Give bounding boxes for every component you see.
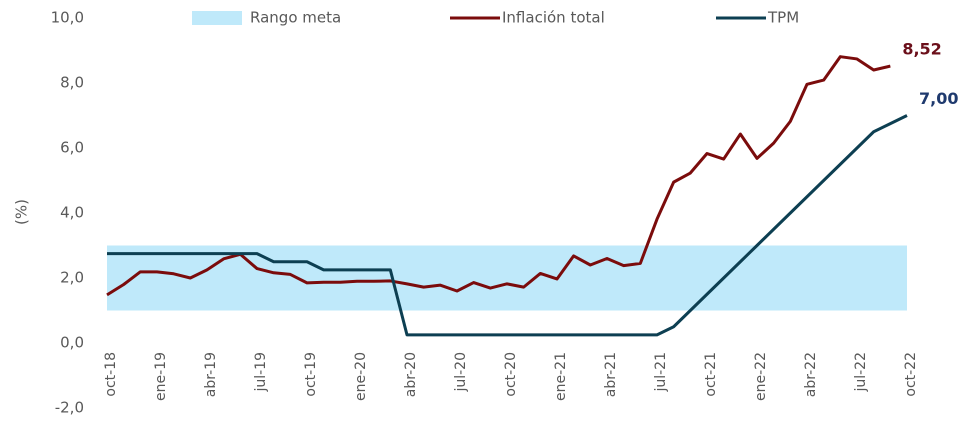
x-tick-label: oct-19 [303, 352, 319, 397]
end-value-label: 8,52 [902, 40, 941, 59]
x-tick-label: abr-21 [603, 352, 619, 397]
end-value-label: 7,00 [919, 89, 958, 108]
legend-label: TPM [767, 9, 799, 27]
y-tick-label: 6,0 [60, 139, 84, 157]
y-tick-label: 8,0 [60, 74, 84, 92]
x-tick-label: ene-19 [153, 352, 169, 401]
legend-label: Rango meta [250, 9, 341, 27]
y-tick-label: 4,0 [60, 204, 84, 222]
y-tick-label: -2,0 [55, 399, 84, 417]
y-tick-label: 2,0 [60, 269, 84, 287]
y-axis-label: (%) [13, 199, 31, 225]
x-tick-label: abr-20 [403, 352, 419, 397]
y-tick-label: 10,0 [51, 9, 84, 27]
x-tick-label: jul-22 [853, 352, 869, 393]
x-tick-label: oct-22 [903, 352, 919, 397]
legend-label: Inflación total [502, 9, 605, 27]
x-tick-label: abr-19 [203, 352, 219, 397]
series-line [107, 114, 908, 337]
x-tick-label: jul-21 [653, 352, 669, 393]
target-band [107, 245, 907, 311]
x-tick-label: oct-20 [503, 352, 519, 397]
x-tick-label: ene-20 [353, 352, 369, 401]
x-tick-label: jul-19 [253, 352, 269, 393]
x-tick-label: ene-22 [753, 352, 769, 401]
x-tick-label: jul-20 [453, 352, 469, 393]
x-tick-label: ene-21 [553, 352, 569, 401]
y-tick-label: 0,0 [60, 334, 84, 352]
x-tick-label: oct-21 [703, 352, 719, 397]
legend-swatch [192, 11, 242, 25]
x-tick-label: abr-22 [803, 352, 819, 397]
x-tick-label: oct-18 [103, 352, 119, 397]
